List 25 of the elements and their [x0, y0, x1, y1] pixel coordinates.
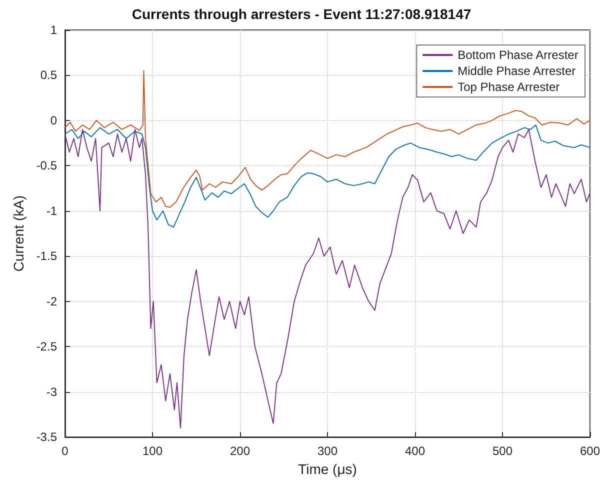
x-tick-label: 500: [492, 444, 513, 458]
y-tick-label: -1.5: [36, 249, 58, 264]
y-tick-label: -3.5: [36, 430, 58, 444]
y-tick-label: 1: [50, 23, 58, 37]
x-tick-label: 400: [404, 444, 426, 458]
x-tick-label: 0: [62, 444, 69, 458]
legend-label: Bottom Phase Arrester: [458, 48, 578, 62]
legend-label: Top Phase Arrester: [458, 80, 560, 94]
y-tick-label: -1: [46, 204, 58, 218]
legend-label: Middle Phase Arrester: [458, 64, 576, 78]
y-tick-label: 0: [50, 113, 58, 128]
y-tick-label: -3: [46, 384, 58, 399]
y-tick-label: -0.5: [36, 158, 58, 173]
y-axis-title: Current (kA): [10, 195, 26, 272]
x-axis-title: Time (μs): [298, 461, 357, 477]
y-tick-label: -2.5: [36, 340, 58, 354]
x-tick-label: 200: [230, 444, 250, 458]
x-tick-label: 100: [142, 444, 163, 458]
y-tick-label: 0.5: [40, 68, 58, 82]
line-series: [64, 128, 590, 428]
x-tick-label: 600: [580, 444, 600, 458]
line-series: [64, 124, 590, 228]
chart-title: Currents through arresters - Event 11:27:08.918147: [132, 6, 472, 22]
y-tick-label: -2: [46, 294, 58, 308]
x-tick-label: 300: [317, 444, 338, 458]
